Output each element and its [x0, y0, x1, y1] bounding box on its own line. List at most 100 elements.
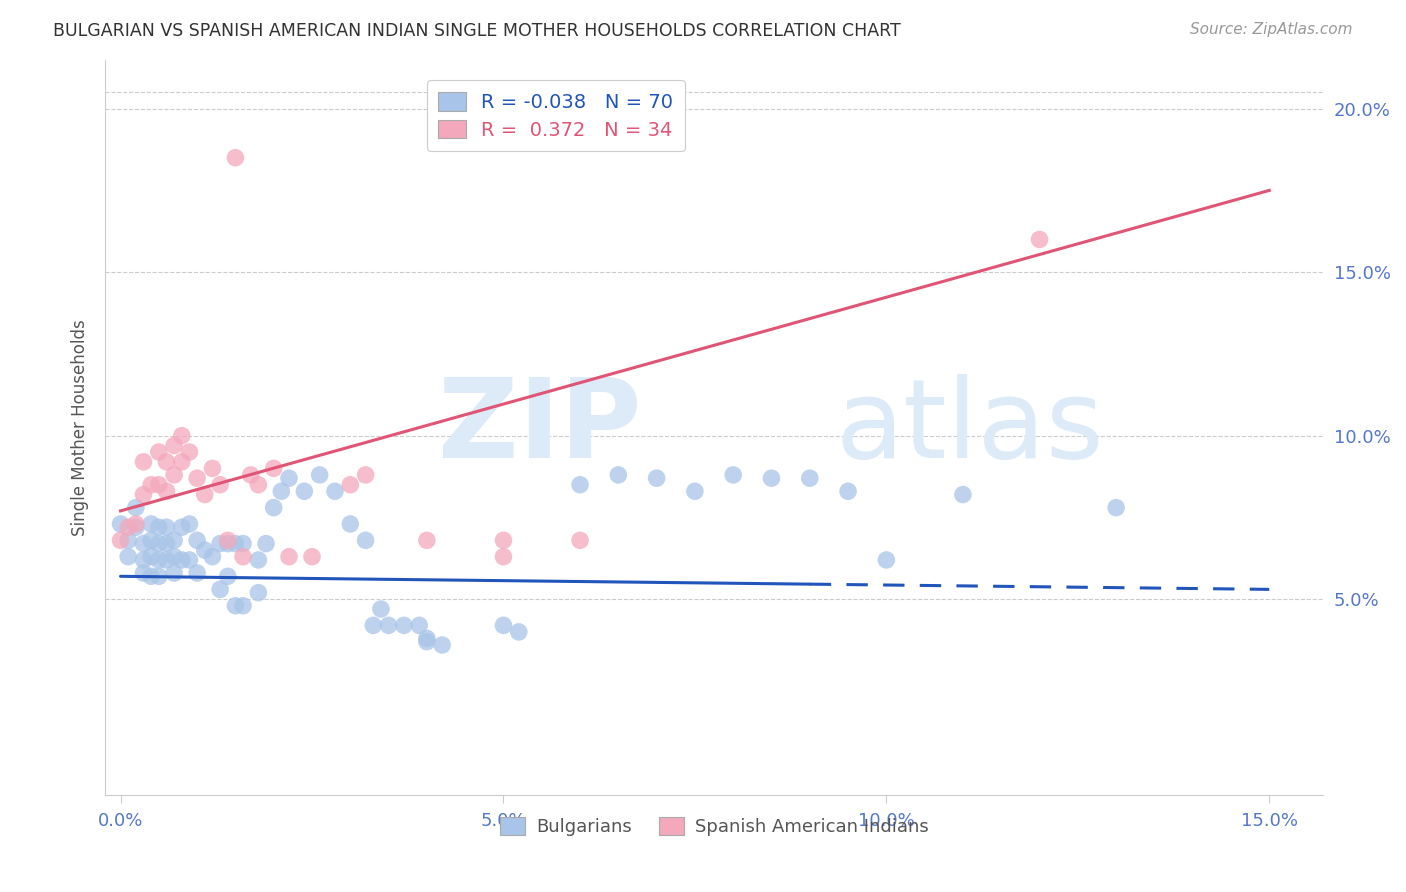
Point [209, 536, 232, 550]
Point [224, 536, 246, 550]
Point [569, 477, 592, 491]
Point [179, 553, 201, 567]
Point [292, 484, 315, 499]
Point [209, 477, 232, 491]
Point [170, 520, 193, 534]
Point [508, 624, 530, 639]
Point [186, 566, 208, 580]
Point [354, 533, 377, 548]
Point [155, 455, 177, 469]
Point [201, 461, 224, 475]
Point [141, 477, 163, 491]
Point [354, 467, 377, 482]
Point [179, 516, 201, 531]
Point [170, 553, 193, 567]
Point [339, 516, 361, 531]
Point [339, 477, 361, 491]
Point [308, 467, 330, 482]
Point [492, 533, 515, 548]
Point [761, 471, 783, 485]
Point [125, 500, 148, 515]
Point [247, 477, 270, 491]
Point [117, 533, 139, 548]
Point [163, 533, 186, 548]
Point [361, 618, 384, 632]
Point [170, 428, 193, 442]
Text: BULGARIAN VS SPANISH AMERICAN INDIAN SINGLE MOTHER HOUSEHOLDS CORRELATION CHART: BULGARIAN VS SPANISH AMERICAN INDIAN SIN… [53, 22, 901, 40]
Point [232, 599, 254, 613]
Point [194, 487, 217, 501]
Point [569, 533, 592, 548]
Point [148, 520, 170, 534]
Point [132, 455, 155, 469]
Point [148, 569, 170, 583]
Point [370, 602, 392, 616]
Point [1105, 500, 1128, 515]
Point [492, 549, 515, 564]
Point [194, 543, 217, 558]
Point [683, 484, 706, 499]
Point [163, 549, 186, 564]
Point [254, 536, 277, 550]
Point [132, 487, 155, 501]
Point [278, 549, 301, 564]
Point [155, 536, 177, 550]
Point [125, 520, 148, 534]
Point [155, 553, 177, 567]
Point [377, 618, 399, 632]
Point [952, 487, 974, 501]
Point [110, 516, 132, 531]
Point [148, 445, 170, 459]
Point [209, 582, 232, 597]
Point [132, 536, 155, 550]
Point [186, 471, 208, 485]
Point [224, 151, 246, 165]
Point [201, 549, 224, 564]
Point [323, 484, 346, 499]
Point [155, 520, 177, 534]
Point [270, 484, 292, 499]
Point [125, 516, 148, 531]
Point [217, 533, 239, 548]
Point [141, 516, 163, 531]
Point [721, 467, 744, 482]
Point [141, 569, 163, 583]
Point [186, 533, 208, 548]
Point [492, 618, 515, 632]
Text: Source: ZipAtlas.com: Source: ZipAtlas.com [1189, 22, 1353, 37]
Point [416, 634, 439, 648]
Point [155, 484, 177, 499]
Point [247, 585, 270, 599]
Point [163, 566, 186, 580]
Point [110, 533, 132, 548]
Point [148, 553, 170, 567]
Point [217, 569, 239, 583]
Point [217, 536, 239, 550]
Point [430, 638, 453, 652]
Point [263, 461, 285, 475]
Point [392, 618, 415, 632]
Point [301, 549, 323, 564]
Point [148, 536, 170, 550]
Point [416, 533, 439, 548]
Point [607, 467, 630, 482]
Point [163, 467, 186, 482]
Point [132, 566, 155, 580]
Point [263, 500, 285, 515]
Y-axis label: Single Mother Households: Single Mother Households [72, 319, 89, 536]
Point [837, 484, 859, 499]
Point [1028, 232, 1050, 246]
Point [117, 520, 139, 534]
Point [148, 477, 170, 491]
Point [408, 618, 430, 632]
Point [170, 455, 193, 469]
Point [645, 471, 668, 485]
Point [141, 533, 163, 548]
Point [232, 549, 254, 564]
Point [117, 549, 139, 564]
Point [132, 553, 155, 567]
Point [224, 599, 246, 613]
Text: ZIP: ZIP [437, 374, 641, 481]
Legend: Bulgarians, Spanish American Indians: Bulgarians, Spanish American Indians [491, 808, 938, 846]
Point [179, 445, 201, 459]
